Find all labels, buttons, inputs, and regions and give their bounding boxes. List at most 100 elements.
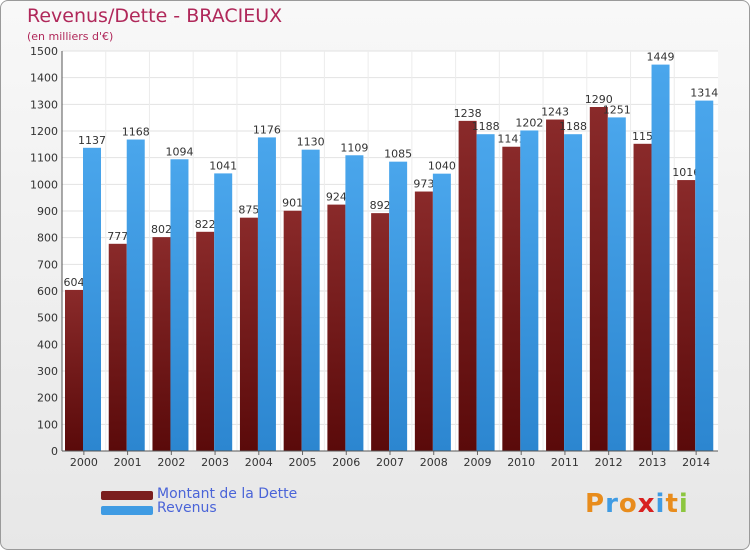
bar-dette: [633, 143, 652, 452]
bar-dette: [414, 191, 433, 452]
data-label-revenus: 1137: [78, 134, 106, 147]
x-tick-label: 2008: [420, 456, 448, 469]
bar-revenus: [432, 173, 451, 451]
legend-label-revenus: Revenus: [157, 500, 217, 516]
bar-dette: [546, 119, 565, 452]
bar-dette: [65, 289, 83, 451]
bar-revenus: [83, 147, 101, 452]
data-label-revenus: 1202: [515, 116, 543, 129]
y-tick-label: 1300: [30, 98, 58, 111]
data-label-dette: 1141: [497, 133, 525, 146]
x-tick-label: 2006: [332, 456, 360, 469]
y-tick-label: 0: [51, 445, 58, 458]
bar-revenus: [126, 139, 145, 452]
x-tick-label: 2007: [376, 456, 404, 469]
data-label-dette: 892: [370, 199, 391, 212]
data-label-dette: 1238: [454, 107, 482, 120]
legend-label-dette: Montant de la Dette: [157, 486, 298, 502]
data-label-revenus: 1130: [297, 136, 325, 149]
bar-dette: [239, 217, 258, 451]
data-label-revenus: 1041: [209, 159, 237, 172]
x-tick-label: 2011: [551, 456, 579, 469]
x-tick-label: 2012: [595, 456, 623, 469]
bar-revenus: [301, 149, 320, 451]
bar-revenus: [170, 159, 189, 451]
data-label-dette: 973: [413, 178, 434, 191]
data-label-revenus: 1449: [647, 51, 675, 64]
bar-revenus: [476, 134, 495, 451]
logo-letter: x: [637, 489, 656, 519]
data-label-dette: 115: [632, 130, 653, 143]
data-label-revenus: 1040: [428, 160, 456, 173]
data-label-revenus: 1314: [690, 87, 718, 100]
data-label-revenus: 1251: [603, 103, 631, 116]
chart-title: Revenus/Dette - BRACIEUX: [27, 5, 283, 27]
legend-swatch-revenus: [101, 506, 153, 515]
bar-revenus: [389, 161, 408, 451]
bar-revenus: [564, 134, 583, 451]
y-tick-label: 100: [37, 418, 58, 431]
bar-revenus: [345, 155, 364, 451]
bar-dette: [371, 213, 390, 451]
bar-dette: [196, 231, 215, 451]
data-label-revenus: 1188: [472, 120, 500, 133]
logo-letter: o: [618, 489, 638, 519]
data-label-revenus: 1188: [559, 120, 587, 133]
bar-revenus: [257, 137, 276, 451]
logo-letter: r: [605, 489, 619, 519]
data-label-dette: 802: [151, 223, 172, 236]
data-label-dette: 1290: [585, 93, 613, 106]
data-label-dette: 924: [326, 191, 347, 204]
bar-dette: [589, 107, 608, 451]
data-label-dette: 604: [64, 276, 85, 289]
x-tick-label: 2002: [157, 456, 185, 469]
data-label-dette: 1243: [541, 106, 569, 119]
bar-dette: [502, 146, 521, 451]
legend-swatch-dette: [101, 491, 153, 500]
data-label-dette: 901: [282, 197, 303, 210]
data-label-revenus: 1085: [384, 148, 412, 161]
bar-dette: [108, 243, 127, 451]
data-label-revenus: 1176: [253, 123, 281, 136]
y-tick-label: 1000: [30, 178, 58, 191]
y-tick-label: 800: [37, 232, 58, 245]
y-tick-label: 600: [37, 285, 58, 298]
x-tick-label: 2005: [289, 456, 317, 469]
y-tick-label: 1200: [30, 125, 58, 138]
x-tick-label: 2014: [682, 456, 710, 469]
y-tick-label: 700: [37, 258, 58, 271]
y-tick-label: 300: [37, 365, 58, 378]
proxiti-logo: Proxiti: [585, 489, 689, 519]
bar-dette: [152, 237, 171, 451]
logo-letter: t: [665, 489, 679, 519]
bar-revenus: [520, 130, 539, 451]
y-tick-label: 900: [37, 205, 58, 218]
x-tick-label: 2003: [201, 456, 229, 469]
y-tick-label: 1400: [30, 72, 58, 85]
bar-revenus: [214, 173, 233, 451]
bar-revenus: [695, 100, 714, 451]
data-label-dette: 875: [238, 204, 259, 217]
logo-letter: P: [585, 489, 606, 519]
bar-dette: [283, 210, 302, 451]
chart-subtitle: (en milliers d'€): [27, 30, 114, 43]
data-label-dette: 822: [195, 218, 216, 231]
bar-revenus: [607, 117, 626, 452]
x-tick-label: 2001: [114, 456, 142, 469]
x-tick-label: 2000: [70, 456, 98, 469]
logo-letter: i: [678, 489, 689, 519]
data-label-dette: 1016: [672, 166, 700, 179]
x-tick-label: 2013: [638, 456, 666, 469]
data-label-dette: 777: [107, 230, 128, 243]
bar-dette: [327, 204, 346, 451]
x-tick-label: 2009: [463, 456, 491, 469]
data-label-revenus: 1168: [122, 126, 150, 139]
y-tick-label: 200: [37, 392, 58, 405]
y-tick-label: 400: [37, 338, 58, 351]
data-label-revenus: 1094: [165, 145, 193, 158]
x-tick-label: 2004: [245, 456, 273, 469]
y-tick-label: 1500: [30, 45, 58, 58]
bar-dette: [458, 120, 477, 451]
